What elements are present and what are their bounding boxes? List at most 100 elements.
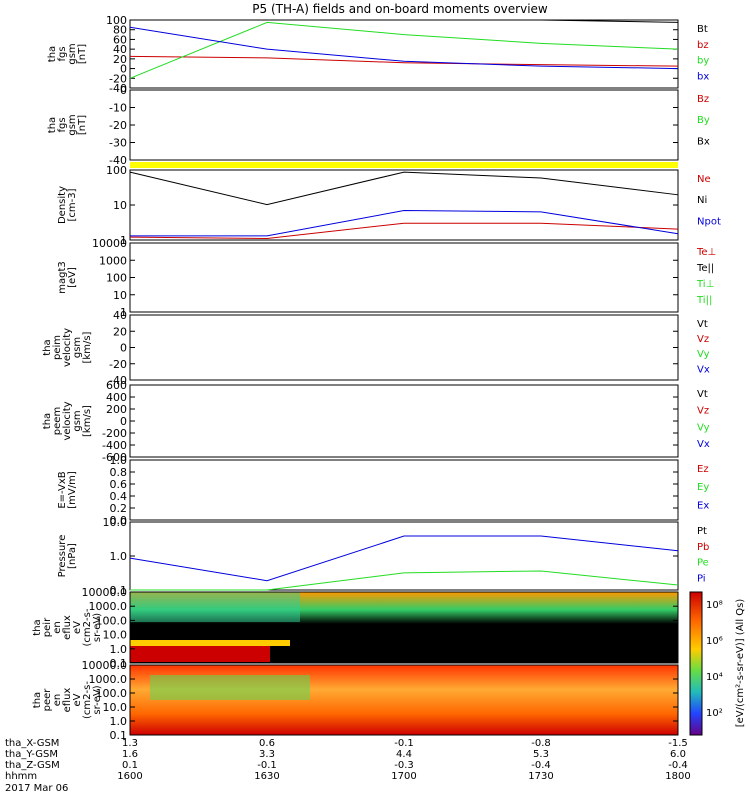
- quality-flag-bar: [130, 162, 678, 168]
- footer-value: 1.6: [122, 749, 138, 760]
- panel-3: 100 10 1 Density [cm-3] Ne Ni Npot: [57, 164, 721, 247]
- footer-label: hhmm: [5, 771, 37, 782]
- y-tick-label: 600: [106, 379, 127, 392]
- y-tick-label: -20: [109, 72, 127, 85]
- y-axis-label: (cm2-s-: [82, 608, 93, 646]
- y-axis-label: velocity: [62, 328, 73, 367]
- footer-value: 1730: [528, 771, 553, 782]
- y-axis-label: peem: [52, 407, 63, 435]
- y-tick-label: 100: [106, 164, 127, 177]
- y-tick-label: 40: [113, 43, 127, 56]
- y-axis-label: gsm: [67, 43, 78, 64]
- colorbar-tick: 10⁶: [706, 636, 723, 647]
- y-tick-label: 10000.0: [82, 659, 128, 672]
- footer-value: 4.4: [396, 749, 412, 760]
- footer-value: -0.1: [394, 738, 414, 749]
- y-tick-label: 10: [113, 199, 127, 212]
- y-axis-label: gsm: [72, 337, 83, 358]
- y-tick-label: 20: [113, 53, 127, 66]
- y-tick-label: 1000: [99, 254, 127, 267]
- y-tick-label: 0: [120, 415, 127, 428]
- colorbar-tick: 10⁸: [706, 600, 723, 611]
- legend-vt: Vt: [697, 319, 708, 330]
- panel-frame: [129, 459, 679, 521]
- footer-value: -0.4: [668, 760, 688, 771]
- legend-ni: Ni: [697, 195, 707, 206]
- legend-bx: Bx: [697, 136, 710, 147]
- y-axis-label: gsm: [67, 114, 78, 135]
- y-tick-label: -40: [109, 154, 127, 167]
- y-tick-label: 0.1: [110, 584, 128, 597]
- panel-8: 10.0 1.0 0.1 Pressure [nPa] Pt Pb Pe Pi: [57, 516, 709, 597]
- y-axis-label: [km/s]: [82, 331, 93, 363]
- y-axis-label: [km/s]: [82, 405, 93, 437]
- y-tick-label: -200: [102, 427, 127, 440]
- y-tick-label: -400: [102, 439, 127, 452]
- legend-ey: Ey: [697, 482, 709, 493]
- y-tick-label: -30: [109, 137, 127, 150]
- panel-frame: [129, 242, 679, 313]
- y-axis-label: Density: [57, 186, 68, 224]
- y-axis-label: [nT]: [77, 44, 88, 64]
- y-tick-label: 0.4: [110, 490, 128, 503]
- series-bz: [129, 55, 679, 67]
- legend-bz: bz: [697, 40, 709, 51]
- legend-npot: Npot: [697, 216, 721, 227]
- y-tick-label: 60: [113, 33, 127, 46]
- y-tick-label: 1: [120, 234, 127, 247]
- panel-frame: [129, 89, 679, 161]
- legend-pe: Pe: [697, 558, 709, 569]
- y-axis-label: sr-eV): [92, 613, 103, 642]
- footer-value: 1700: [391, 771, 416, 782]
- y-tick-label: 100.0: [96, 687, 128, 700]
- series-pe: [130, 570, 679, 591]
- y-axis-label: eflux: [62, 688, 73, 713]
- y-tick-label: 0.2: [110, 502, 128, 515]
- series-pi: [129, 535, 679, 582]
- y-axis-label: tha: [47, 46, 58, 62]
- y-tick-label: 1.0: [110, 715, 128, 728]
- series-npot: [130, 210, 679, 237]
- panel-7: 1.00.80.60.40.20.0 E=-VxB [mV/m] Ez Ey Ex: [57, 454, 709, 527]
- ephemeris-footer: tha_X-GSM 1.3 0.6 -0.1 -0.8 -1.5 tha_Y-GSM 1.6 3…: [5, 738, 691, 794]
- legend-vy: Vy: [697, 422, 710, 433]
- colorbar-label: [eV/(cm²-s-sr-eV)] (All Qs): [735, 599, 746, 728]
- panel-frame: [129, 169, 679, 241]
- y-tick-label: 0.8: [110, 466, 128, 479]
- ion-low-energy-band: [130, 644, 270, 662]
- series-ni: [129, 171, 679, 206]
- y-tick-label: 10.0: [103, 629, 128, 642]
- y-tick-label: 80: [113, 24, 127, 37]
- y-tick-label: -20: [109, 358, 127, 371]
- legend-by: By: [697, 115, 710, 126]
- ion-yellow-band: [130, 640, 290, 646]
- legend-by: by: [697, 56, 709, 67]
- series-bx: [129, 26, 679, 70]
- y-axis-label: fgs: [57, 117, 68, 132]
- legend-ti||: Ti||: [696, 295, 712, 306]
- y-axis-label: peer: [42, 688, 53, 712]
- panel-frame: [129, 314, 679, 381]
- legend-ex: Ex: [697, 500, 709, 511]
- y-axis-label: peim: [52, 335, 63, 360]
- y-axis-label: [nPa]: [67, 543, 78, 569]
- y-tick-label: 0.6: [110, 478, 128, 491]
- panel-frame: [129, 521, 679, 591]
- y-tick-label: 10000.0: [82, 586, 128, 599]
- footer-label: tha_Z-GSM: [5, 760, 60, 771]
- y-axis-label: [eV]: [67, 267, 78, 288]
- y-axis-label: en: [52, 621, 63, 634]
- legend-vx: Vx: [697, 364, 710, 375]
- panel-5: 40 20 0 -20 -40 tha peim velocity gsm [km/s] Vt Vz V…: [42, 309, 710, 387]
- y-tick-label: 0: [120, 342, 127, 355]
- colorbar-scale: [689, 591, 703, 736]
- legend-bz: Bz: [697, 94, 709, 105]
- y-tick-label: 40: [113, 309, 127, 322]
- legend-te||: Te||: [696, 263, 714, 274]
- y-tick-label: 0.1: [110, 729, 128, 742]
